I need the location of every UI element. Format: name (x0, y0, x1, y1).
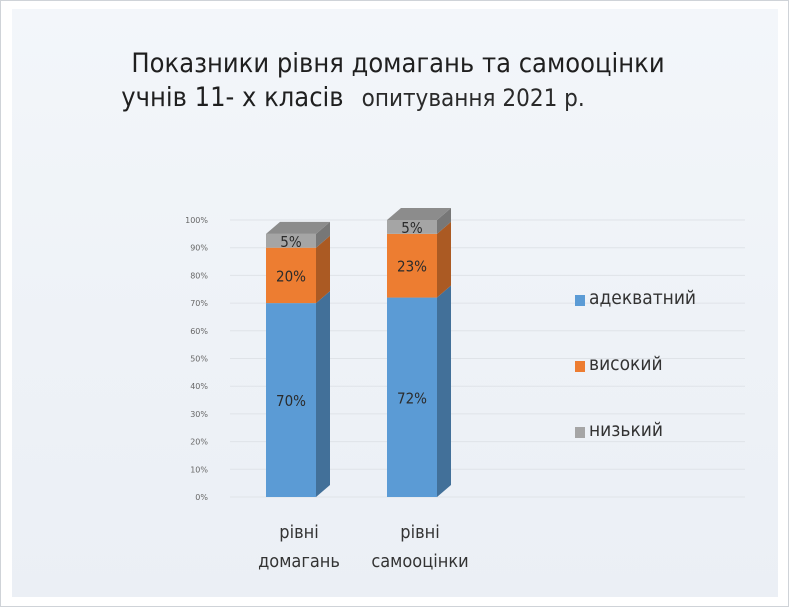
legend-item-low: низький (575, 419, 696, 485)
legend-swatch-adequate (575, 295, 585, 306)
legend-item-adequate: адекватний (575, 287, 696, 353)
bar-segment (266, 303, 316, 497)
x-tick-label: рівні (279, 522, 318, 543)
chart-title-line1: Показники рівня домагань та самооцінки (131, 48, 665, 79)
bar-top (266, 221, 330, 234)
chart-title-line2: учнів 11- х класів опитування 2021 р. (0, 81, 766, 115)
chart-legend: адекватний високий низький (575, 287, 696, 485)
legend-swatch-low (575, 427, 585, 438)
y-tick-label: 70% (190, 299, 208, 308)
bar-segment (266, 247, 316, 304)
bar-segment-side (437, 208, 451, 234)
chart-subtitle: опитування 2021 р. (361, 84, 585, 112)
chart-title: Показники рівня домагань та самооцінки у… (0, 47, 766, 115)
bar-segment-side (316, 221, 330, 248)
y-tick-label: 40% (190, 382, 208, 391)
data-label: 5% (401, 219, 423, 237)
bar-segment (387, 233, 437, 298)
y-tick-label: 100% (185, 216, 208, 225)
y-tick-label: 0% (195, 493, 208, 502)
legend-item-high: високий (575, 353, 696, 419)
data-label: 72% (397, 389, 427, 407)
legend-label-high: високий (589, 353, 663, 375)
y-tick-label: 10% (190, 465, 208, 474)
y-tick-label: 60% (190, 327, 208, 336)
bar-segment (266, 233, 316, 248)
bar-top (387, 208, 451, 220)
chart-title-main: учнів 11- х класів (121, 82, 344, 113)
legend-label-adequate: адекватний (589, 287, 697, 309)
y-tick-label: 30% (190, 410, 208, 419)
bar-segment (387, 220, 437, 234)
data-label: 5% (280, 233, 302, 251)
legend-swatch-high (575, 361, 585, 372)
y-tick-label: 50% (190, 355, 208, 364)
bar-segment-side (316, 235, 330, 304)
data-label: 70% (276, 392, 306, 410)
bar-segment-side (437, 221, 451, 298)
y-tick-label: 80% (190, 271, 208, 280)
x-tick-label: рівні (400, 522, 439, 543)
legend-label-low: низький (589, 419, 663, 441)
data-label: 23% (397, 258, 427, 276)
y-tick-label: 20% (190, 438, 208, 447)
bar-segment-side (437, 285, 451, 497)
y-tick-label: 90% (190, 244, 208, 253)
x-tick-label: самооцінки (371, 551, 468, 572)
x-tick-label: домагань (258, 551, 340, 572)
bar-segment (387, 297, 437, 497)
bar-segment-side (316, 291, 330, 497)
data-label: 20% (276, 267, 306, 285)
